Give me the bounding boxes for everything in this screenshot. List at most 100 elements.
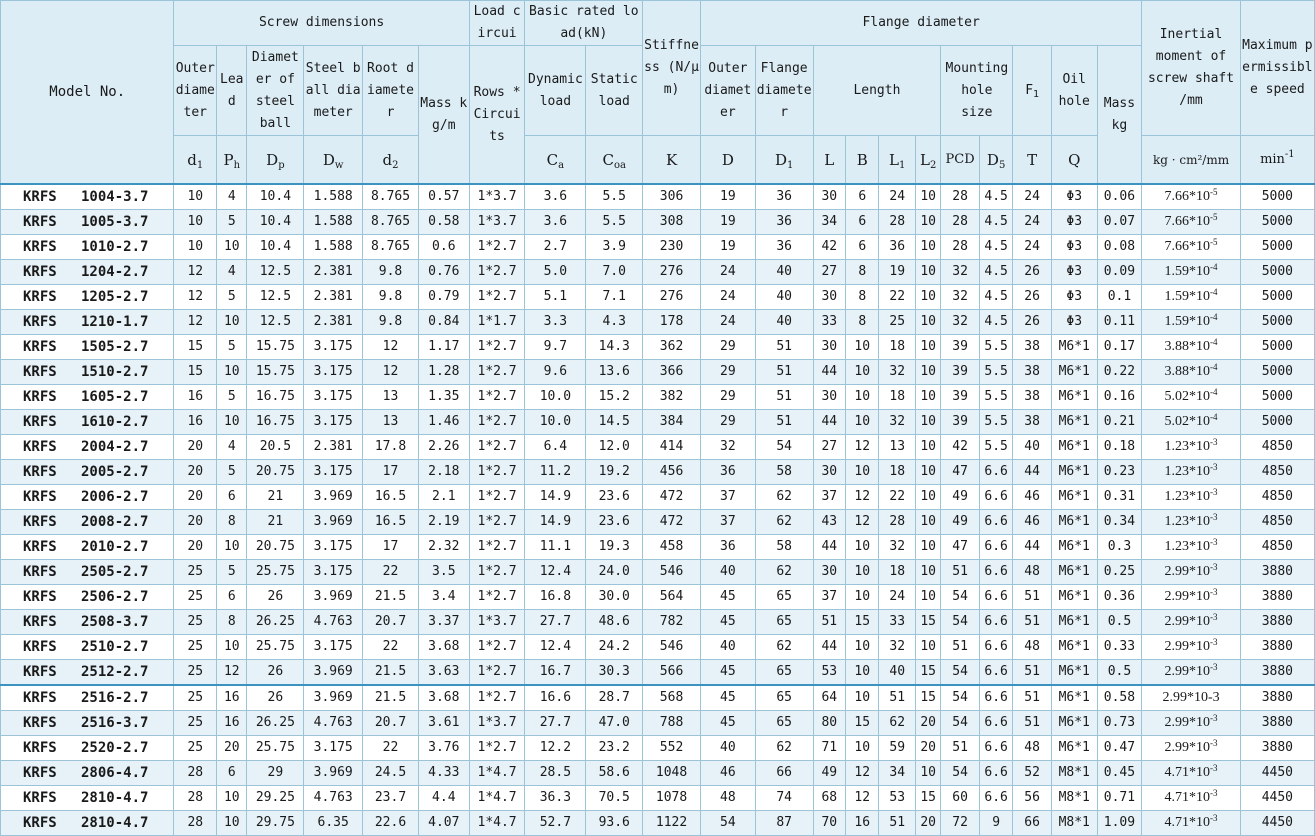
cell-inertia: 2.99*10-3 — [1141, 735, 1241, 761]
cell-coa: 23.6 — [585, 509, 644, 535]
cell-d2: 8.765 — [362, 234, 419, 260]
symbol-D: D — [699, 135, 756, 185]
header-oil-hole: Oil hole — [1050, 45, 1098, 136]
cell-mass_m: 0.76 — [417, 259, 470, 285]
cell-d2: 24.5 — [362, 760, 419, 786]
cell-speed: 3880 — [1239, 684, 1315, 711]
cell-d: 29 — [699, 359, 756, 385]
cell-rc: 1*1.7 — [468, 309, 526, 335]
cell-model: KRFS 1610-2.7 — [0, 409, 175, 435]
cell-mass_m: 3.4 — [417, 584, 470, 610]
cell-k: 472 — [642, 509, 701, 535]
cell-ca: 10.0 — [524, 384, 587, 410]
cell-l2: 10 — [914, 760, 942, 786]
cell-model: KRFS 2006-2.7 — [0, 484, 175, 510]
cell-inertia: 4.71*10-3 — [1141, 810, 1241, 836]
header-flange-diameter: Flange diameter — [699, 0, 1143, 46]
cell-inertia: 1.23*10-3 — [1141, 484, 1241, 510]
cell-mass_m: 3.37 — [417, 609, 470, 635]
cell-coa: 30.0 — [585, 584, 644, 610]
cell-d1: 36 — [754, 209, 814, 235]
cell-d1: 54 — [754, 434, 814, 460]
cell-pcd: 32 — [940, 259, 980, 285]
cell-k: 362 — [642, 334, 701, 360]
header-flange-diameter-sub: Flange diameter — [754, 45, 814, 136]
cell-ca: 6.4 — [524, 434, 587, 460]
cell-d5: 6.6 — [978, 609, 1014, 635]
cell-k: 306 — [642, 183, 701, 210]
cell-model: KRFS 2005-2.7 — [0, 459, 175, 485]
cell-coa: 4.3 — [585, 309, 644, 335]
cell-ph: 8 — [216, 609, 248, 635]
cell-dp: 12.5 — [246, 284, 305, 310]
cell-pcd: 51 — [940, 735, 980, 761]
cell-l: 30 — [812, 559, 847, 585]
cell-rc: 1*3.7 — [468, 209, 526, 235]
cell-mass: 0.73 — [1096, 710, 1143, 736]
symbol-pcd: PCD — [940, 135, 980, 185]
cell-model: KRFS 2506-2.7 — [0, 584, 175, 610]
cell-d2: 22 — [362, 559, 419, 585]
cell-l1: 22 — [878, 284, 916, 310]
cell-speed: 4850 — [1239, 534, 1315, 560]
cell-mass: 0.23 — [1096, 459, 1143, 485]
cell-pcd: 39 — [940, 384, 980, 410]
cell-model: KRFS 2010-2.7 — [0, 534, 175, 560]
cell-d2: 9.8 — [362, 309, 419, 335]
cell-model: KRFS 2810-4.7 — [0, 810, 175, 836]
cell-speed: 4450 — [1239, 810, 1315, 836]
cell-mass_m: 2.18 — [417, 459, 470, 485]
cell-model: KRFS 1005-3.7 — [0, 209, 175, 235]
cell-ca: 27.7 — [524, 710, 587, 736]
cell-d2: 17 — [362, 534, 419, 560]
cell-coa: 19.2 — [585, 459, 644, 485]
cell-pcd: 54 — [940, 710, 980, 736]
cell-d1: 25 — [173, 735, 218, 761]
cell-speed: 5000 — [1239, 409, 1315, 435]
cell-coa: 48.6 — [585, 609, 644, 635]
cell-b: 10 — [844, 559, 880, 585]
cell-d1: 25 — [173, 684, 218, 711]
table-row: KRFS 2008-2.7 20 8 21 3.969 16.5 2.19 1*2.7 14.9 2… — [0, 509, 1315, 535]
cell-mass_m: 1.17 — [417, 334, 470, 360]
cell-speed: 4850 — [1239, 509, 1315, 535]
cell-mass: 0.22 — [1096, 359, 1143, 385]
cell-t: 24 — [1012, 209, 1052, 235]
cell-dw: 3.969 — [303, 484, 364, 510]
cell-mass: 0.25 — [1096, 559, 1143, 585]
cell-d1: 15 — [173, 359, 218, 385]
cell-rc: 1*2.7 — [468, 509, 526, 535]
cell-speed: 5000 — [1239, 234, 1315, 260]
cell-b: 10 — [844, 659, 880, 686]
cell-mass: 0.06 — [1096, 183, 1143, 210]
cell-ph: 5 — [216, 384, 248, 410]
cell-d1: 87 — [754, 810, 814, 836]
cell-d: 45 — [699, 659, 756, 686]
cell-d: 40 — [699, 559, 756, 585]
cell-inertia: 3.88*10-4 — [1141, 359, 1241, 385]
cell-d1: 28 — [173, 810, 218, 836]
cell-coa: 12.0 — [585, 434, 644, 460]
cell-mass_m: 1.46 — [417, 409, 470, 435]
cell-l2: 10 — [914, 459, 942, 485]
cell-ph: 6 — [216, 584, 248, 610]
cell-dw: 4.763 — [303, 785, 364, 811]
cell-rc: 1*2.7 — [468, 634, 526, 660]
cell-mass: 0.08 — [1096, 234, 1143, 260]
symbol-dw: Dw — [303, 135, 364, 185]
cell-d2: 23.7 — [362, 785, 419, 811]
cell-l1: 28 — [878, 509, 916, 535]
cell-dp: 20.75 — [246, 534, 305, 560]
cell-l1: 13 — [878, 434, 916, 460]
cell-t: 48 — [1012, 735, 1052, 761]
cell-d1: 62 — [754, 634, 814, 660]
cell-d2: 21.5 — [362, 584, 419, 610]
cell-b: 8 — [844, 309, 880, 335]
cell-l2: 10 — [914, 309, 942, 335]
cell-mass: 0.71 — [1096, 785, 1143, 811]
cell-q: M6*1 — [1050, 359, 1098, 385]
cell-l2: 20 — [914, 710, 942, 736]
cell-l1: 59 — [878, 735, 916, 761]
cell-ph: 6 — [216, 484, 248, 510]
cell-model: KRFS 1204-2.7 — [0, 259, 175, 285]
